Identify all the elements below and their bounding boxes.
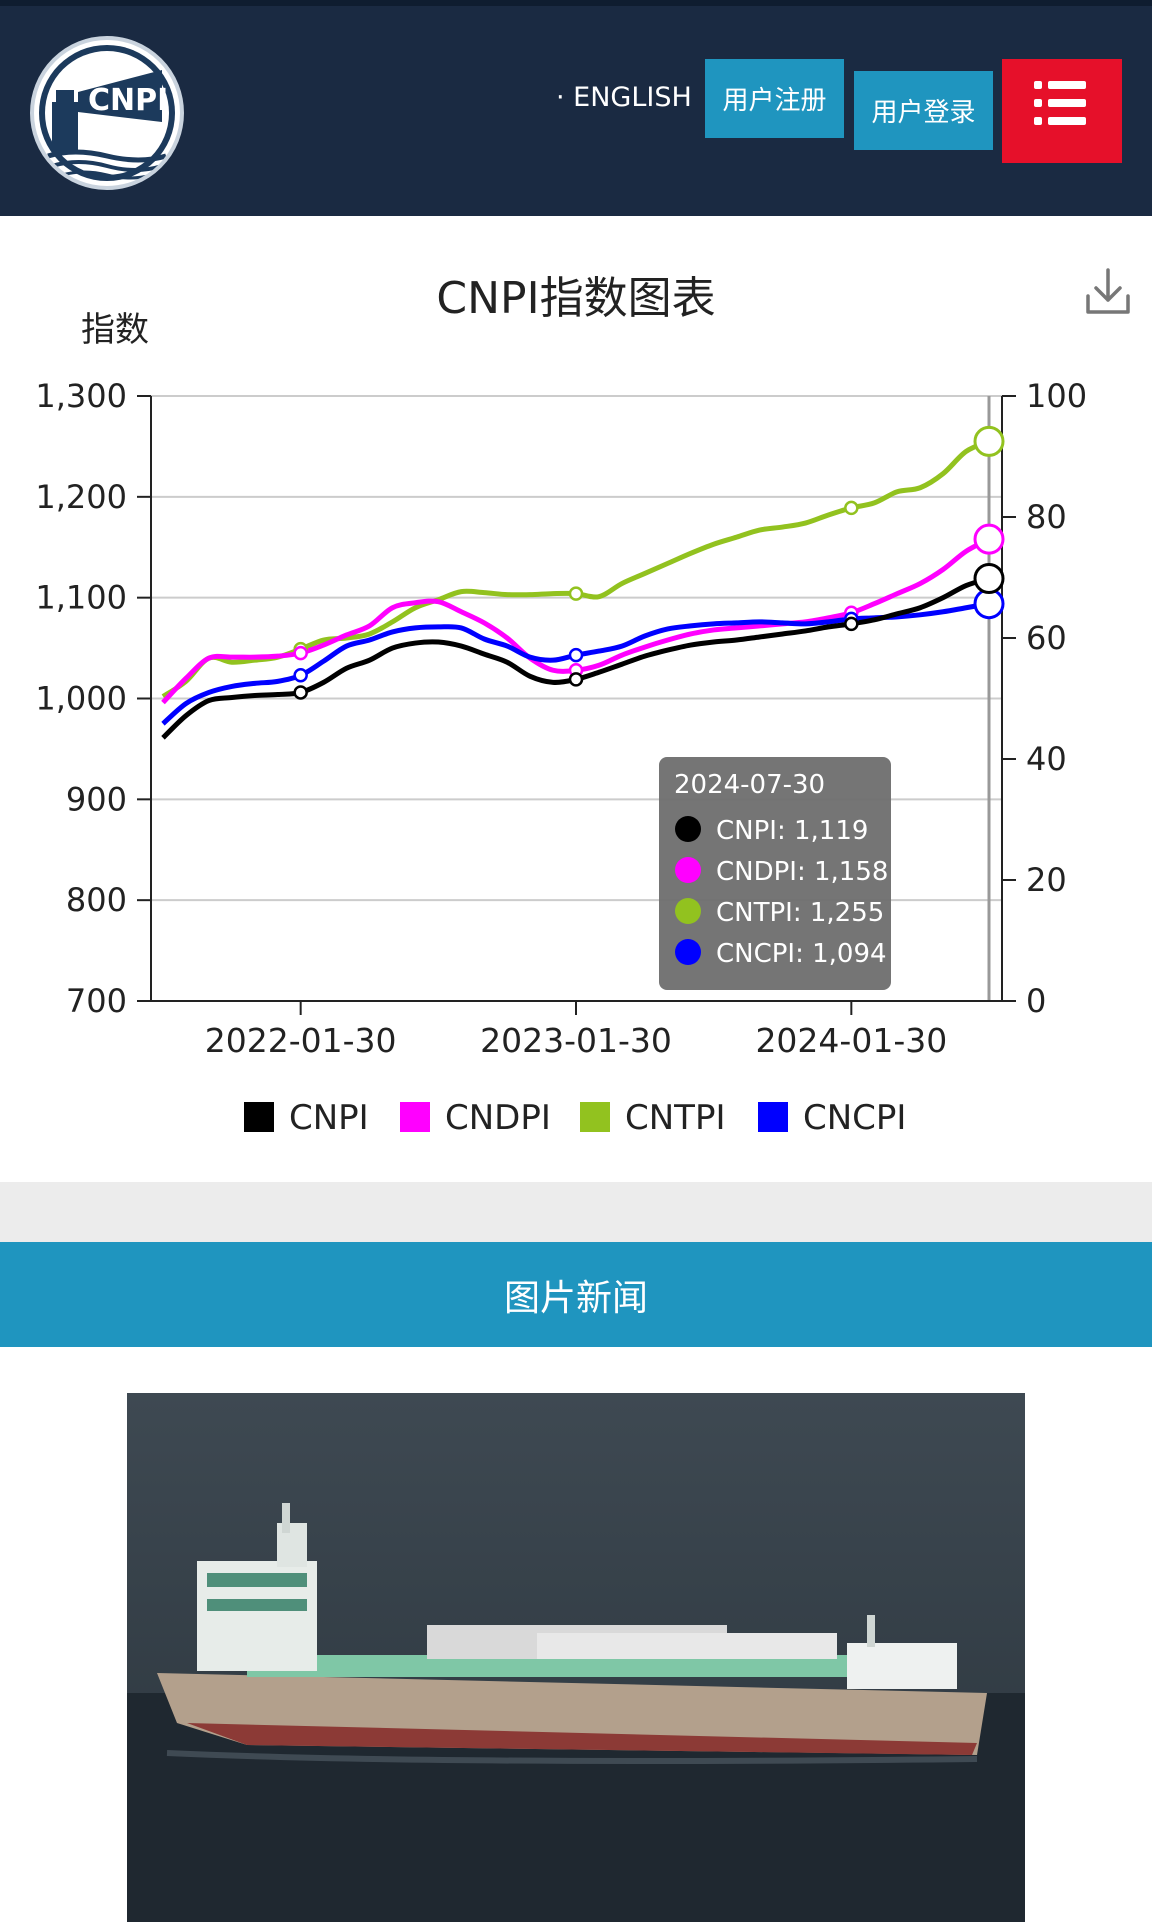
y2-tick-label: 20 <box>1026 861 1067 899</box>
legend-label-cndpi[interactable]: CNDPI <box>445 1098 551 1138</box>
tooltip-row: CNDPI: 1,158 <box>716 857 888 887</box>
chart-title: CNPI指数图表 <box>436 273 716 324</box>
data-point-cntpi[interactable] <box>568 586 584 601</box>
menu-button[interactable] <box>1002 59 1122 163</box>
y2-tick-label: 0 <box>1026 982 1046 1020</box>
tooltip-date: 2024-07-30 <box>674 770 825 800</box>
english-link[interactable]: · ENGLISH <box>556 82 692 113</box>
section-divider <box>0 1182 1152 1242</box>
x-tick-label: 2023-01-30 <box>480 1021 672 1060</box>
y-tick-label: 1,100 <box>35 579 127 617</box>
data-point-cnpi[interactable] <box>293 685 308 700</box>
login-button[interactable]: 用户登录 <box>854 71 993 150</box>
y-tick-label: 700 <box>66 982 127 1020</box>
logo-icon[interactable]: CNPI <box>30 36 184 190</box>
x-tick-label: 2022-01-30 <box>205 1021 397 1060</box>
legend-swatch-cndpi[interactable] <box>400 1102 430 1132</box>
y-tick-label: 900 <box>66 780 127 818</box>
legend-label-cntpi[interactable]: CNTPI <box>625 1098 725 1138</box>
tooltip-dot <box>675 857 701 883</box>
y-tick-label: 1,000 <box>35 680 127 718</box>
index-chart[interactable]: 指数 700 800 900 1,000 1,100 1,200 1,300 0 20 40 60 80… <box>0 300 1152 1160</box>
register-button[interactable]: 用户注册 <box>705 59 844 138</box>
tooltip-dot <box>675 939 701 965</box>
header-top-line <box>0 0 1152 6</box>
tooltip-dot <box>675 898 701 924</box>
y-axis-label: 指数 <box>81 310 149 350</box>
hover-point-cnpi[interactable] <box>973 563 1005 595</box>
site-header: CNPI · ENGLISH 用户注册 用户登录 <box>0 0 1152 216</box>
cargo-ship-photo[interactable] <box>127 1393 1025 1922</box>
y-tick-label: 800 <box>66 881 127 919</box>
picture-news-header: 图片新闻 <box>0 1242 1152 1347</box>
y2-tick-label: 60 <box>1026 619 1067 657</box>
legend-label-cncpi[interactable]: CNCPI <box>803 1098 906 1138</box>
tooltip-box <box>659 757 891 990</box>
data-point-cndpi[interactable] <box>293 645 308 661</box>
tooltip-row: CNCPI: 1,094 <box>716 939 887 969</box>
legend-swatch-cnpi[interactable] <box>244 1102 274 1132</box>
y2-tick-label: 100 <box>1026 377 1087 415</box>
legend-label-cnpi[interactable]: CNPI <box>289 1098 369 1138</box>
y-tick-label: 1,200 <box>35 478 127 516</box>
download-icon[interactable] <box>1084 266 1132 318</box>
english-label: ENGLISH <box>573 82 692 113</box>
x-tick-label: 2024-01-30 <box>755 1021 947 1060</box>
y-tick-label: 1,300 <box>35 377 127 415</box>
tooltip-row: CNTPI: 1,255 <box>716 898 884 928</box>
data-point-cntpi[interactable] <box>844 500 859 516</box>
legend-swatch-cncpi[interactable] <box>758 1102 788 1132</box>
data-point-cncpi[interactable] <box>568 647 584 663</box>
y2-tick-label: 40 <box>1026 740 1067 778</box>
data-point-cnpi[interactable] <box>844 616 859 632</box>
data-point-cncpi[interactable] <box>293 668 308 683</box>
legend-swatch-cntpi[interactable] <box>580 1102 610 1132</box>
y2-tick-label: 80 <box>1026 498 1067 536</box>
data-point-cnpi[interactable] <box>568 672 584 687</box>
svg-text:CNPI: CNPI <box>88 83 168 118</box>
tooltip-row: CNPI: 1,119 <box>716 816 868 846</box>
hover-point-cntpi[interactable] <box>973 425 1005 457</box>
hover-point-cndpi[interactable] <box>973 523 1005 555</box>
tooltip-dot <box>675 816 701 842</box>
